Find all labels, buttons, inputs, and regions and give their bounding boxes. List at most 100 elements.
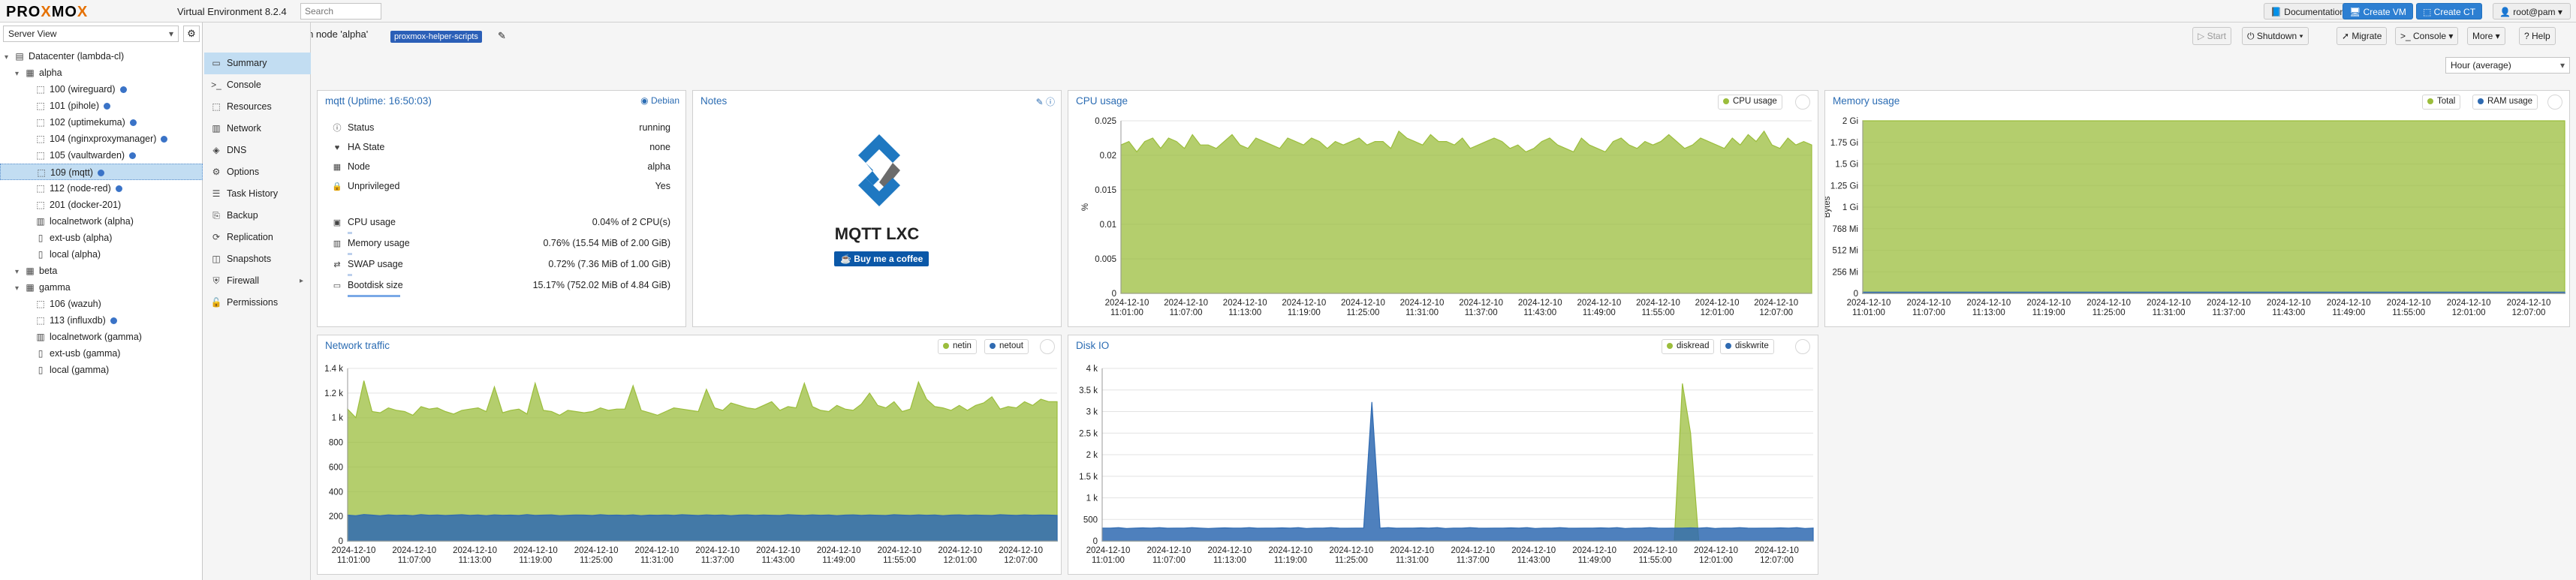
view-selector[interactable]: Server View ▾	[3, 26, 179, 42]
proxmox-logo: PROXMOX	[6, 4, 89, 20]
reset-zoom-icon[interactable]	[1040, 339, 1055, 354]
console-button[interactable]: >_ Console ▾	[2395, 27, 2459, 45]
y-tick-label: 1.5 Gi	[1835, 161, 1858, 170]
nav-item-summary[interactable]: ▭ Summary	[204, 53, 311, 74]
x-tick-label: 2024-12-10	[1207, 546, 1252, 555]
x-tick-label: 2024-12-10	[938, 546, 982, 555]
nav-item-task-history[interactable]: ☰ Task History	[204, 183, 311, 205]
nav-item-network[interactable]: ▥ Network	[204, 118, 311, 140]
create-ct-button[interactable]: ⬚ Create CT	[2416, 3, 2483, 20]
help-button[interactable]: ? Help	[2519, 27, 2556, 45]
pencil-icon[interactable]: ✎	[498, 30, 506, 41]
y-tick-label: 1 Gi	[1842, 203, 1858, 212]
nav-item-backup[interactable]: ⎘ Backup	[204, 205, 311, 227]
chevron-down-icon[interactable]: ▾	[15, 268, 20, 276]
tree-item-label: 113 (influxdb)	[50, 315, 106, 326]
nav-item-replication[interactable]: ⟳ Replication	[204, 227, 311, 248]
tree-item[interactable]: ▯ local (alpha)	[0, 246, 203, 263]
documentation-button[interactable]: 📘 Documentation	[2264, 3, 2352, 20]
start-button[interactable]: ▷ Start	[2192, 27, 2231, 45]
y-tick-label: 4 k	[1086, 365, 1098, 374]
x-tick-label: 11:37:00	[1457, 556, 1490, 565]
container-icon: ⬚	[36, 299, 45, 309]
book-icon: 📘	[2270, 7, 2285, 17]
tree-item[interactable]: ⬚ 104 (nginxproxymanager)	[0, 131, 203, 147]
x-tick-label: 2024-12-10	[1511, 546, 1556, 555]
search-input[interactable]	[300, 3, 381, 20]
tree-item[interactable]: ⬚ 101 (pihole)	[0, 98, 203, 114]
nav-item-options[interactable]: ⚙ Options	[204, 161, 311, 183]
x-tick-label: 11:07:00	[1170, 308, 1203, 317]
memory-legend-total[interactable]: Total	[2422, 95, 2461, 110]
y-tick-label: 256 Mi	[1832, 268, 1858, 277]
memory-legend-ram[interactable]: RAM usage	[2472, 95, 2538, 110]
tree-item[interactable]: ⬚ 201 (docker-201)	[0, 197, 203, 213]
edit-icon[interactable]: ✎	[1035, 97, 1044, 107]
x-tick-label: 2024-12-10	[1390, 546, 1434, 555]
x-tick-label: 2024-12-10	[1164, 299, 1208, 308]
shutdown-button[interactable]: ⏻ Shutdown ▾	[2242, 27, 2309, 45]
migrate-button[interactable]: ➚ Migrate	[2336, 27, 2388, 45]
tree-item[interactable]: ⬚ 113 (influxdb)	[0, 312, 203, 329]
tree-item[interactable]: ▥ localnetwork (gamma)	[0, 329, 203, 345]
x-tick-label: 11:55:00	[1639, 556, 1672, 565]
tree-item[interactable]: ▾ ▤ Datacenter (lambda-cl)	[0, 48, 203, 65]
disk-legend-read[interactable]: diskread	[1662, 339, 1715, 354]
tree-item[interactable]: ▯ local (gamma)	[0, 362, 203, 378]
gear-icon[interactable]: ⚙	[183, 26, 200, 42]
network-legend-netin[interactable]: netin	[938, 339, 977, 354]
replication-icon: ⟳	[212, 232, 221, 242]
tree-item[interactable]: ▯ ext-usb (alpha)	[0, 230, 203, 246]
summary-row-value: 15.17% (752.02 MiB of 4.84 GiB)	[532, 280, 670, 290]
network-legend-netout[interactable]: netout	[984, 339, 1029, 354]
chevron-down-icon[interactable]: ▾	[15, 70, 20, 78]
chevron-down-icon[interactable]: ▾	[15, 284, 20, 293]
more-button[interactable]: More ▾	[2467, 27, 2505, 45]
tree-item[interactable]: ▾ ▦ gamma	[0, 279, 203, 296]
reset-zoom-icon[interactable]	[1795, 339, 1810, 354]
permissions-icon: 🔓	[210, 297, 222, 308]
nav-item-permissions[interactable]: 🔓 Permissions	[204, 292, 311, 314]
create-vm-button[interactable]: 🖥 Create VM	[2343, 3, 2413, 20]
usage-bar	[348, 232, 352, 234]
tree-item[interactable]: ⬚ 100 (wireguard)	[0, 81, 203, 98]
nav-item-dns[interactable]: ◈ DNS	[204, 140, 311, 161]
container-icon: ⬚	[36, 315, 45, 326]
x-tick-label: 11:31:00	[2153, 308, 2186, 317]
coffee-button[interactable]: ☕ Buy me a coffee	[834, 251, 929, 266]
chevron-down-icon[interactable]: ▾	[5, 53, 9, 62]
summary-row: ▭ Bootdisk size 15.17% (752.02 MiB of 4.84…	[331, 275, 670, 296]
reset-zoom-icon[interactable]	[2547, 95, 2562, 110]
summary-row-label: Unprivileged	[348, 181, 400, 191]
user-menu[interactable]: 👤 root@pam ▾	[2493, 3, 2571, 20]
x-tick-label: 12:07:00	[2512, 308, 2546, 317]
y-tick-label: 0.015	[1095, 186, 1116, 195]
tree-item[interactable]: ▯ ext-usb (gamma)	[0, 345, 203, 362]
tree-item[interactable]: ⬚ 106 (wazuh)	[0, 296, 203, 312]
nav-item-resources[interactable]: ⬚ Resources	[204, 96, 311, 118]
network-icon: ▥	[36, 216, 45, 227]
disk-legend-write[interactable]: diskwrite	[1720, 339, 1774, 354]
running-status-icon	[161, 136, 168, 143]
tree-item[interactable]: ⬚ 109 (mqtt)	[0, 164, 203, 180]
timeframe-selector[interactable]: Hour (average) ▾	[2445, 57, 2570, 74]
cpu-chart: 00.0050.010.0150.020.0252024-12-1011:01:…	[1081, 117, 1812, 317]
nav-item-console[interactable]: >_ Console	[204, 74, 311, 96]
tree-item[interactable]: ▾ ▦ beta	[0, 263, 203, 279]
tree-item[interactable]: ⬚ 102 (uptimekuma)	[0, 114, 203, 131]
info-icon[interactable]: ⓘ	[1045, 97, 1055, 107]
summary-row-value: 0.72% (7.36 MiB of 1.00 GiB)	[548, 259, 670, 269]
content-nav-panel: ▭ Summary >_ Console ⬚ Resources ▥ Network ◈ DNS ⚙…	[204, 23, 311, 580]
cpu-legend-item[interactable]: CPU usage	[1718, 95, 1782, 110]
tree-item[interactable]: ⬚ 112 (node-red)	[0, 180, 203, 197]
tree-item[interactable]: ⬚ 105 (vaultwarden)	[0, 147, 203, 164]
tree-item[interactable]: ▥ localnetwork (alpha)	[0, 213, 203, 230]
tag-badge[interactable]: proxmox-helper-scripts	[390, 31, 482, 43]
container-icon: ⬚	[37, 167, 46, 178]
nav-item-snapshots[interactable]: ◫ Snapshots	[204, 248, 311, 270]
nav-item-firewall[interactable]: ⛨ Firewall ▸	[204, 270, 311, 292]
x-tick-label: 12:07:00	[1004, 556, 1038, 565]
reset-zoom-icon[interactable]	[1795, 95, 1810, 110]
tree-item[interactable]: ▾ ▦ alpha	[0, 65, 203, 81]
tree-item-label: localnetwork (alpha)	[50, 216, 134, 227]
